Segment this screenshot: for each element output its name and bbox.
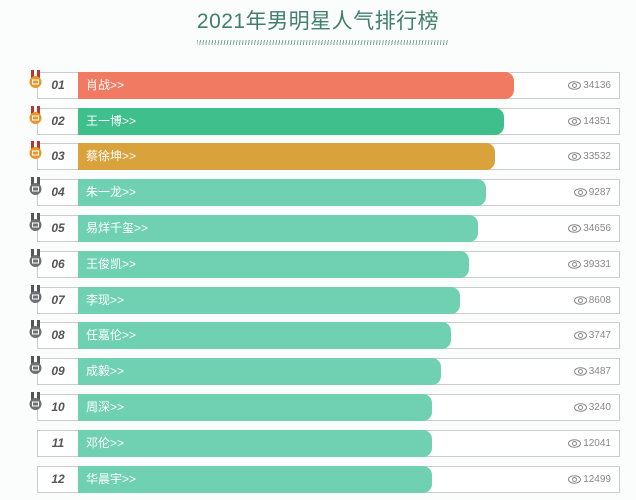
popularity-bar[interactable]: 周深>> <box>78 394 433 421</box>
eye-icon <box>573 403 587 412</box>
star-name-link[interactable]: 蔡徐坤>> <box>86 149 137 163</box>
popularity-bar[interactable]: 朱一龙>> <box>78 179 487 206</box>
eye-icon <box>573 296 587 305</box>
eye-icon <box>568 224 582 233</box>
ranking-row[interactable]: 07 李现>> 8608 <box>29 285 620 314</box>
view-count-value: 34656 <box>583 223 611 234</box>
rank-number: 02 <box>51 114 65 128</box>
view-count-value: 12041 <box>583 438 611 449</box>
eye-icon <box>568 260 582 269</box>
rank-number: 11 <box>51 436 65 450</box>
eye-icon <box>573 331 587 340</box>
star-name-link[interactable]: 成毅>> <box>86 364 125 378</box>
popularity-bar[interactable]: 易烊千玺>> <box>78 215 478 242</box>
eye-icon <box>568 81 582 90</box>
page-title: 2021年男明星人气排行榜 <box>196 10 440 33</box>
ranking-row[interactable]: 10 周深>> 3240 <box>29 392 620 421</box>
eye-icon <box>568 475 582 484</box>
view-count: 3487 <box>573 359 611 384</box>
eye-icon <box>573 188 587 197</box>
popularity-bar[interactable]: 蔡徐坤>> <box>78 143 496 170</box>
view-count-value: 33532 <box>583 151 611 162</box>
view-count: 39331 <box>568 252 611 277</box>
rank-number: 05 <box>51 221 65 235</box>
star-name-link[interactable]: 易烊千玺>> <box>86 221 149 235</box>
eye-icon <box>568 152 582 161</box>
popularity-bar[interactable]: 肖战>> <box>78 72 514 99</box>
popularity-bar[interactable]: 邓伦>> <box>78 430 433 457</box>
ranking-row[interactable]: 03 蔡徐坤>> 33532 <box>29 141 620 170</box>
view-count: 3747 <box>573 323 611 348</box>
view-count-value: 34136 <box>583 80 611 91</box>
star-name-link[interactable]: 肖战>> <box>86 78 125 92</box>
popularity-bar[interactable]: 成毅>> <box>78 358 442 385</box>
ranking-row[interactable]: 08 任嘉伦>> 3747 <box>29 320 620 349</box>
medal-icon <box>29 213 42 231</box>
ranking-row[interactable]: 05 易烊千玺>> 34656 <box>29 213 620 242</box>
star-name-link[interactable]: 周深>> <box>86 400 125 414</box>
title-underline <box>197 40 449 45</box>
star-name-link[interactable]: 朱一龙>> <box>86 185 137 199</box>
medal-icon <box>29 392 42 410</box>
star-name-link[interactable]: 华晨宇>> <box>86 472 137 486</box>
medal-icon <box>29 106 42 124</box>
view-count: 12499 <box>568 467 611 492</box>
ranking-row[interactable]: 01 肖战>> 34136 <box>29 70 620 99</box>
rank-number: 04 <box>51 185 65 199</box>
medal-icon <box>29 285 42 303</box>
view-count: 33532 <box>568 144 611 169</box>
eye-icon <box>568 117 582 126</box>
star-name-link[interactable]: 王俊凯>> <box>86 257 137 271</box>
rank-number: 03 <box>51 149 65 163</box>
medal-icon <box>29 320 42 338</box>
view-count-value: 3487 <box>588 366 611 377</box>
view-count-value: 3240 <box>588 402 611 413</box>
view-count-value: 12499 <box>583 474 611 485</box>
star-name-link[interactable]: 任嘉伦>> <box>86 328 137 342</box>
rank-number: 07 <box>51 293 65 307</box>
medal-icon <box>29 177 42 195</box>
star-name-link[interactable]: 邓伦>> <box>86 436 125 450</box>
view-count: 14351 <box>568 109 611 134</box>
ranking-row[interactable]: 02 王一博>> 14351 <box>29 106 620 135</box>
eye-icon <box>573 367 587 376</box>
view-count: 12041 <box>568 431 611 456</box>
popularity-bar[interactable]: 任嘉伦>> <box>78 322 451 349</box>
rank-number: 10 <box>51 400 65 414</box>
medal-icon <box>29 356 42 374</box>
view-count: 9287 <box>573 180 611 205</box>
popularity-bar[interactable]: 李现>> <box>78 287 460 314</box>
star-name-link[interactable]: 李现>> <box>86 293 125 307</box>
ranking-row[interactable]: 04 朱一龙>> 9287 <box>29 177 620 206</box>
star-name-link[interactable]: 王一博>> <box>86 114 137 128</box>
view-count-value: 14351 <box>583 116 611 127</box>
medal-icon <box>29 249 42 267</box>
rank-number: 09 <box>51 364 65 378</box>
view-count: 34136 <box>568 73 611 98</box>
rank-number: 12 <box>51 472 65 486</box>
view-count-value: 39331 <box>583 259 611 270</box>
popularity-bar[interactable]: 王一博>> <box>78 108 505 135</box>
ranking-row[interactable]: 06 王俊凯>> 39331 <box>29 249 620 278</box>
medal-icon <box>29 70 42 88</box>
view-count: 8608 <box>573 288 611 313</box>
popularity-bar[interactable]: 华晨宇>> <box>78 466 433 493</box>
view-count-value: 9287 <box>588 187 611 198</box>
ranking-row[interactable]: 11 邓伦>> 12041 <box>37 430 620 457</box>
view-count-value: 8608 <box>588 295 611 306</box>
rank-number: 06 <box>51 257 65 271</box>
rank-number: 01 <box>51 78 65 92</box>
view-count: 34656 <box>568 216 611 241</box>
ranking-row[interactable]: 09 成毅>> 3487 <box>29 356 620 385</box>
ranking-row[interactable]: 12 华晨宇>> 12499 <box>37 466 620 493</box>
popularity-bar[interactable]: 王俊凯>> <box>78 251 469 278</box>
view-count-value: 3747 <box>588 330 611 341</box>
rank-number: 08 <box>51 328 65 342</box>
eye-icon <box>568 439 582 448</box>
view-count: 3240 <box>573 395 611 420</box>
medal-icon <box>29 141 42 159</box>
